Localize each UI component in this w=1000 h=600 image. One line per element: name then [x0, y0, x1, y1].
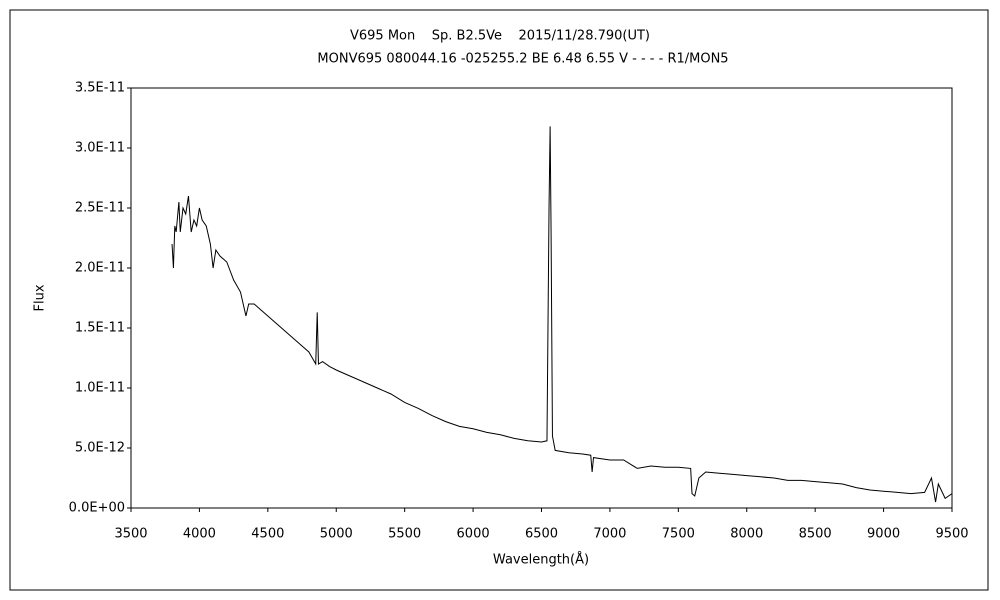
x-axis-label: Wavelength(Å)	[493, 552, 589, 568]
frame	[9, 9, 989, 591]
y-tick-label: 1.0E-11	[75, 381, 125, 396]
chart-subtitle: MONV695 080044.16 -025255.2 BE 6.48 6.55…	[317, 52, 728, 67]
x-tick-label: 4000	[183, 527, 216, 542]
y-tick-label: 3.5E-11	[75, 81, 125, 96]
x-tick-label: 7000	[593, 527, 626, 542]
x-tick-label: 7500	[662, 527, 695, 542]
x-tick-label: 6500	[525, 527, 558, 542]
x-tick-label: 8000	[730, 527, 763, 542]
x-tick-label: 5500	[388, 527, 421, 542]
y-tick-label: 5.0E-12	[75, 441, 125, 456]
y-tick-label: 3.0E-11	[75, 141, 125, 156]
spectrum-line	[171, 126, 953, 503]
x-tick-label: 5000	[320, 527, 353, 542]
y-tick-label: 0.0E+00	[69, 501, 125, 516]
y-tick-label: 1.5E-11	[75, 321, 125, 336]
x-tick-label: 4500	[251, 527, 284, 542]
y-tick-label: 2.5E-11	[75, 201, 125, 216]
x-tick-label: 9500	[935, 527, 968, 542]
chart-title: V695 Mon Sp. B2.5Ve 2015/11/28.790(UT)	[350, 29, 650, 44]
y-axis-label: Flux	[33, 284, 48, 311]
x-tick-label: 9000	[867, 527, 900, 542]
y-tick-label: 2.0E-11	[75, 261, 125, 276]
x-tick-label: 6000	[457, 527, 490, 542]
x-tick-label: 8500	[799, 527, 832, 542]
x-tick-label: 3500	[114, 527, 147, 542]
